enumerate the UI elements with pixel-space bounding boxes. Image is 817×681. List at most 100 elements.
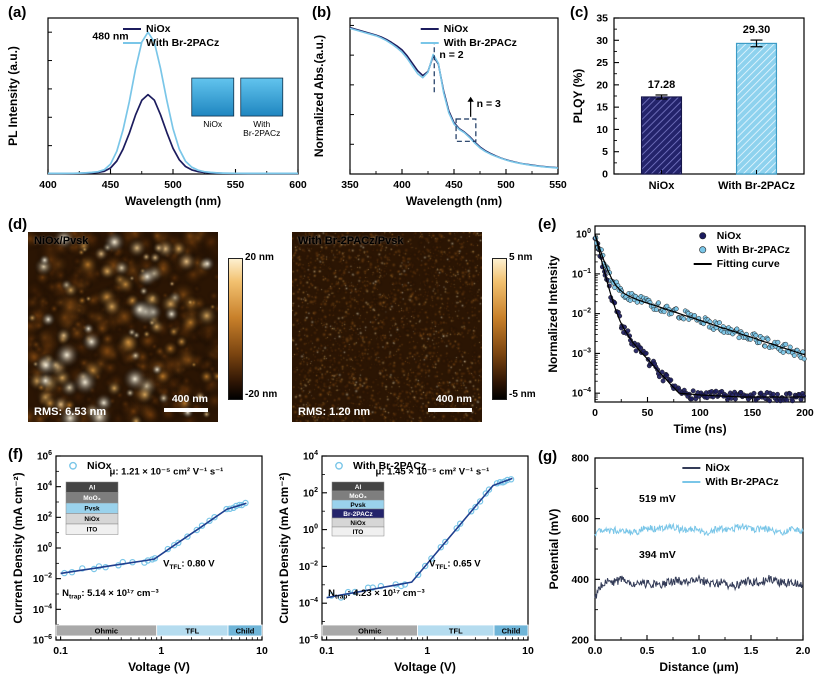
n3-marker-box	[455, 118, 477, 142]
x-tick-label: 2.0	[796, 645, 811, 657]
scatter-point	[775, 391, 780, 397]
panel-label-g: (g)	[538, 448, 558, 465]
x-tick-label: 50	[642, 407, 654, 419]
x-tick-label: 550	[227, 179, 245, 191]
scatter-point	[790, 398, 795, 404]
legend-label: NiOx	[444, 23, 469, 35]
stack-layer-label: NiOx	[84, 516, 100, 523]
scatter-point	[456, 520, 464, 527]
scatter-point	[664, 303, 670, 309]
scatter-point	[476, 498, 484, 505]
chart-plqy: 0 5 10 15 20 25 30 35 PLQY (%) 17.28 NiOx 29.30 With…	[571, 13, 805, 192]
scatter-point	[787, 344, 793, 350]
stack-layer-label: MoO₃	[83, 495, 100, 502]
stack-layer-ITO	[331, 526, 385, 537]
inset-photo-niox	[191, 77, 235, 117]
scatter-point	[751, 390, 757, 396]
afm-topography-niox	[28, 232, 218, 422]
bar-br2pacz	[735, 42, 778, 175]
region-child	[227, 624, 263, 637]
stack-layer-label: Br-2PACz	[343, 511, 373, 518]
scatter-point	[151, 555, 159, 562]
y-tick-label: 200	[571, 635, 589, 647]
region-label: TFL	[449, 627, 463, 636]
x-axis-title: Distance (μm)	[659, 660, 738, 674]
afm-scalebar-label-left: 400 nm	[171, 393, 208, 405]
x-axis-title: Time (ns)	[673, 422, 726, 436]
chart-pl-spectra: 400 450 500 550 600 Wavelength (nm) PL Intensi…	[6, 17, 307, 208]
series-line	[326, 477, 513, 599]
kpfm-trace-niox	[594, 574, 804, 599]
y-tick-label: 15	[596, 102, 608, 114]
annotation-n2: n = 2	[439, 49, 463, 61]
afm-colorbar-right	[492, 258, 507, 400]
scatter-point	[643, 350, 649, 356]
scatter-point	[437, 543, 444, 551]
y-tick-label: 10−1	[572, 268, 591, 281]
annotation-vtfl: VTFL: 0.80 V	[163, 558, 215, 571]
inset-photo-br2pacz	[240, 77, 284, 117]
series-line	[594, 233, 806, 356]
scatter-point	[692, 313, 698, 319]
inset-label-niox: NiOx	[203, 119, 223, 129]
x-tick-label: 450	[102, 179, 120, 191]
n3-arrowhead	[467, 96, 474, 102]
region-label: Ohmic	[95, 627, 118, 636]
legend-label: With Br-2PACz	[146, 37, 219, 49]
x-tick-label: 550	[549, 179, 567, 191]
region-label: Child	[236, 627, 255, 636]
chart-trpl: 0 50 100 150 200 100 10−1 10−2 10−3 10−4 Time (ns)…	[546, 225, 814, 436]
panel-label-f: (f)	[8, 446, 23, 463]
afm-colorbar-left	[228, 258, 243, 400]
legend-marker	[69, 461, 77, 470]
y-tick-label: 102	[37, 511, 52, 523]
x-category-label: With Br-2PACz	[718, 180, 795, 192]
scatter-point	[467, 508, 475, 515]
legend-label: NiOx	[705, 462, 730, 474]
x-tick-label: 0.5	[640, 645, 655, 657]
afm-topography-br2pacz	[292, 232, 482, 422]
stack-layer-label: Pvsk	[350, 502, 366, 509]
legend-marker	[335, 461, 343, 470]
scatter-point	[175, 539, 182, 547]
scatter-point	[79, 565, 86, 572]
scatter-point	[653, 307, 659, 313]
x-tick-label: 1.0	[692, 645, 707, 657]
y-tick-label: 102	[303, 487, 318, 500]
scatter-point	[369, 584, 377, 591]
scatter-point	[184, 533, 191, 540]
scatter-point	[660, 378, 666, 384]
panel-label-c: (c)	[570, 4, 589, 21]
scatter-point	[414, 571, 422, 578]
afm-image-br2pacz-pvsk: With Br-2PACz/Pvsk RMS: 1.20 nm 400 nm	[292, 232, 482, 422]
x-tick-label: 1	[158, 645, 164, 657]
scatter-point	[656, 374, 662, 380]
y-tick-label: 10−2	[572, 308, 591, 321]
bar-value-label: 17.28	[648, 79, 676, 91]
y-tick-label: 10−6	[299, 634, 318, 647]
scatter-point	[664, 372, 670, 378]
y-axis-title: Current Density (mA cm⁻²)	[11, 472, 25, 623]
scatter-point	[485, 486, 493, 493]
annotation-potential-niox: 394 mV	[639, 549, 676, 561]
afm-image-niox-pvsk: NiOx/Pvsk RMS: 6.53 nm 400 nm	[28, 232, 218, 422]
y-tick-label: 106	[37, 450, 52, 463]
scatter-point	[472, 503, 479, 511]
afm-rms-left: RMS: 6.53 nm	[34, 406, 107, 418]
y-tick-label: 104	[303, 450, 318, 463]
y-tick-label: 20	[596, 79, 608, 91]
y-axis-title: Normalized Intensity	[546, 255, 560, 373]
scatter-point	[767, 398, 773, 404]
stack-layer-label: NiOx	[350, 520, 366, 527]
scatter-point	[193, 526, 200, 534]
y-tick-label: 100	[37, 542, 52, 555]
x-tick-label: 500	[164, 179, 182, 191]
afm-scalebar-label-right: 400 nm	[435, 393, 472, 405]
scatter-point	[377, 582, 385, 590]
x-tick-label: 10	[522, 645, 534, 657]
legend-label: With Br-2PACz	[353, 460, 426, 472]
y-tick-label: 800	[571, 453, 589, 465]
scatter-point	[780, 349, 786, 355]
y-axis-title: Current Density (mA cm⁻²)	[277, 472, 291, 623]
